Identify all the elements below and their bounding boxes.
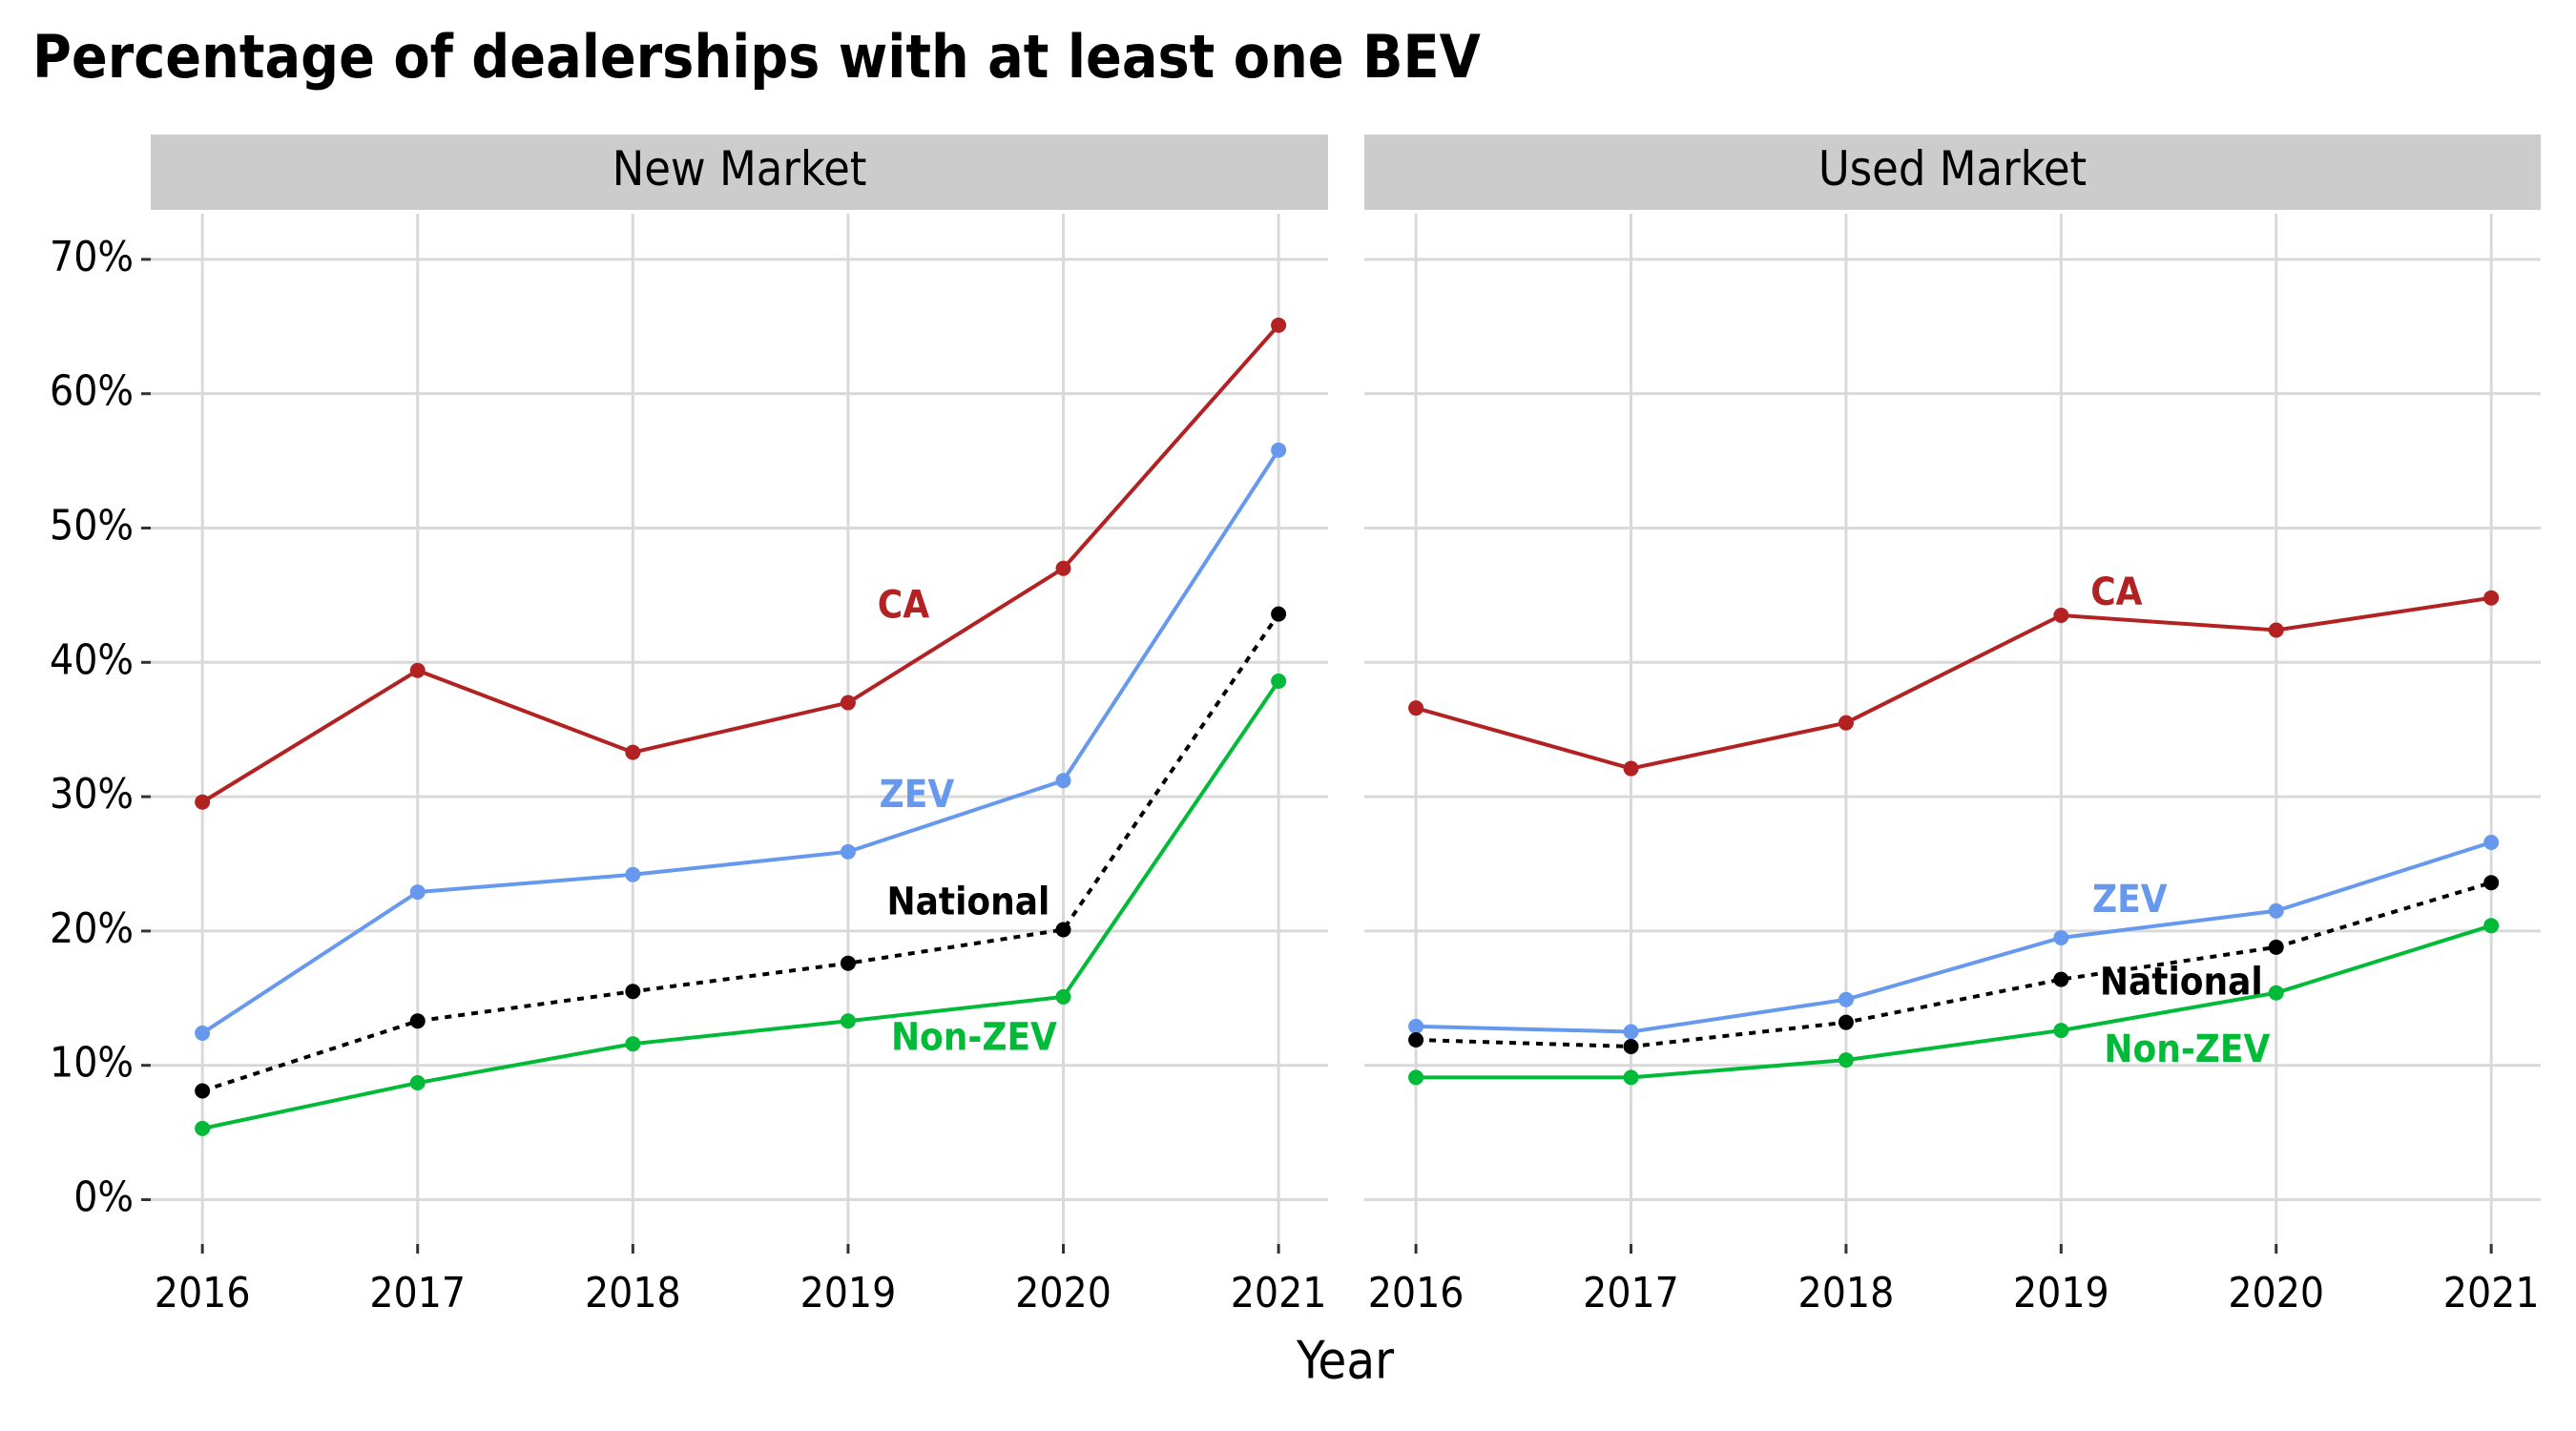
data-point	[1271, 442, 1287, 458]
data-point	[195, 794, 211, 810]
data-point	[2268, 939, 2284, 955]
data-point	[1055, 773, 1071, 789]
strip	[151, 135, 1328, 210]
series-line	[1415, 595, 2492, 771]
data-point	[2053, 929, 2069, 945]
x-tick-label: 2019	[2013, 1269, 2109, 1317]
data-point	[2483, 590, 2500, 606]
series-label: National	[2100, 961, 2263, 1005]
data-point	[2053, 608, 2069, 624]
data-point	[1838, 1014, 1854, 1030]
data-point	[1838, 1052, 1854, 1068]
x-axis-title: Year	[1296, 1331, 1394, 1391]
data-point	[1838, 991, 1854, 1007]
series-line	[1416, 840, 2492, 1034]
x-tick-label: 2017	[1583, 1269, 1679, 1317]
data-point	[1623, 1069, 1639, 1086]
data-point	[195, 1025, 211, 1041]
data-point	[625, 1036, 641, 1052]
data-point	[409, 1013, 426, 1029]
data-point	[2053, 971, 2069, 987]
series-line	[201, 323, 1280, 804]
chart-title: Percentage of dealerships with at least …	[32, 22, 1481, 92]
y-tick-label: 70%	[50, 233, 134, 281]
y-tick-label: 10%	[50, 1039, 134, 1088]
y-tick-label: 50%	[50, 501, 134, 550]
series-line	[201, 679, 1280, 1130]
series-label: CA	[2090, 570, 2142, 614]
data-point	[195, 1083, 211, 1099]
data-point	[2483, 875, 2500, 891]
series-label: ZEV	[880, 773, 955, 817]
x-tick-label: 2016	[155, 1269, 251, 1317]
data-point	[1055, 560, 1071, 576]
x-tick-label: 2017	[369, 1269, 466, 1317]
data-point	[840, 955, 856, 971]
series-line	[201, 612, 1280, 1093]
data-point	[1271, 606, 1287, 622]
data-point	[2268, 985, 2284, 1001]
data-point	[1408, 1031, 1424, 1047]
series-line	[1416, 881, 2492, 1049]
data-point	[625, 984, 641, 1000]
data-point	[1623, 760, 1639, 777]
data-point	[625, 866, 641, 882]
data-point	[1055, 988, 1071, 1005]
y-tick-label: 20%	[50, 904, 134, 953]
series-label: Non-ZEV	[2104, 1027, 2270, 1071]
data-point	[409, 1075, 426, 1091]
x-tick-label: 2021	[2443, 1269, 2540, 1317]
data-point	[840, 843, 856, 860]
data-point	[840, 695, 856, 711]
strip	[1364, 135, 2541, 210]
x-tick-label: 2018	[585, 1269, 681, 1317]
series-label: Non-ZEV	[891, 1015, 1057, 1059]
series-label: CA	[878, 584, 929, 628]
x-tick-label: 2018	[1798, 1269, 1895, 1317]
data-point	[2268, 622, 2284, 638]
data-point	[409, 884, 426, 901]
y-tick-label: 40%	[50, 635, 134, 684]
data-point	[2483, 834, 2500, 850]
x-tick-label: 2020	[1015, 1269, 1111, 1317]
x-tick-label: 2019	[800, 1269, 897, 1317]
data-point	[2483, 918, 2500, 934]
data-point	[1408, 700, 1424, 716]
data-point	[195, 1120, 211, 1136]
series-label: National	[886, 881, 1049, 924]
facet-title: Used Market	[1818, 141, 2087, 197]
series-label: ZEV	[2092, 878, 2168, 922]
data-point	[2053, 1023, 2069, 1039]
data-point	[1271, 674, 1287, 690]
y-tick-label: 60%	[50, 367, 134, 416]
x-tick-label: 2016	[1368, 1269, 1465, 1317]
data-point	[1408, 1018, 1424, 1034]
data-point	[625, 744, 641, 760]
series-line	[201, 448, 1280, 1035]
data-point	[1055, 922, 1071, 938]
data-point	[1623, 1039, 1639, 1055]
facet-title: New Market	[613, 141, 867, 197]
data-point	[1838, 715, 1854, 731]
y-tick-label: 0%	[73, 1173, 134, 1222]
y-tick-label: 30%	[50, 770, 134, 819]
series-line	[1416, 923, 2492, 1080]
data-point	[409, 662, 426, 678]
x-tick-label: 2021	[1231, 1269, 1327, 1317]
x-tick-label: 2020	[2228, 1269, 2324, 1317]
data-point	[1623, 1024, 1639, 1040]
data-point	[1408, 1069, 1424, 1086]
data-point	[840, 1013, 856, 1029]
data-point	[2268, 902, 2284, 919]
data-point	[1271, 317, 1287, 333]
